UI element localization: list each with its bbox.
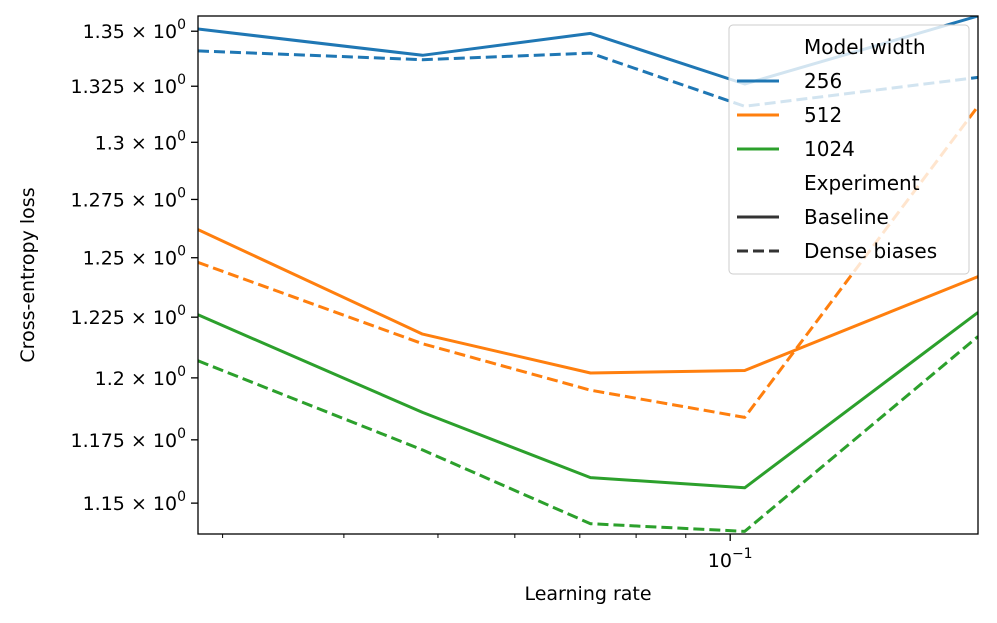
legend-label: Dense biases (804, 239, 937, 263)
y-tick-label: 1.2 × 100 (95, 364, 186, 390)
x-ticks: 10−1 (708, 534, 753, 572)
legend-entry-256: 256 (737, 69, 842, 93)
legend-entry-baseline: Baseline (737, 205, 889, 229)
series-line-512-baseline (198, 228, 978, 375)
legend-entry-512: 512 (737, 103, 842, 127)
y-tick-label: 1.25 × 100 (83, 244, 186, 270)
legend-label: Experiment (804, 171, 920, 195)
legend-entry-experiment: Experiment (804, 171, 920, 195)
legend-label: Model width (804, 35, 926, 59)
legend-label: 256 (804, 69, 842, 93)
y-tick-label: 1.15 × 100 (83, 489, 186, 515)
y-ticks: 1.15 × 100 1.175 × 100 1.2 × 100 1.225 × 10… (71, 17, 198, 515)
legend-entry-dense-biases: Dense biases (737, 239, 937, 263)
series-line-1024-baseline (198, 311, 978, 490)
y-tick-label: 1.325 × 100 (71, 72, 187, 98)
legend-label: 512 (804, 103, 842, 127)
legend-entry-model-width: Model width (804, 35, 926, 59)
y-tick-label: 1.3 × 100 (95, 128, 186, 154)
legend-label: 1024 (804, 137, 855, 161)
x-minor-ticks (222, 534, 687, 538)
series-line-1024-dense-biases (198, 335, 978, 533)
y-tick-label: 1.275 × 100 (71, 185, 187, 211)
y-axis-label: Cross-entropy loss (17, 187, 39, 362)
legend: Model width 256 512 1024 Experiment Baseline D… (728, 24, 970, 275)
legend-label: Baseline (804, 205, 889, 229)
y-tick-label: 1.225 × 100 (71, 303, 187, 329)
x-axis-label: Learning rate (524, 583, 651, 605)
x-tick-label: 10−1 (708, 546, 753, 572)
y-tick-label: 1.35 × 100 (83, 17, 186, 43)
plot-frame (197, 15, 979, 535)
legend-box (728, 24, 970, 275)
y-tick-label: 1.175 × 100 (71, 426, 187, 452)
legend-entry-1024: 1024 (737, 137, 855, 161)
